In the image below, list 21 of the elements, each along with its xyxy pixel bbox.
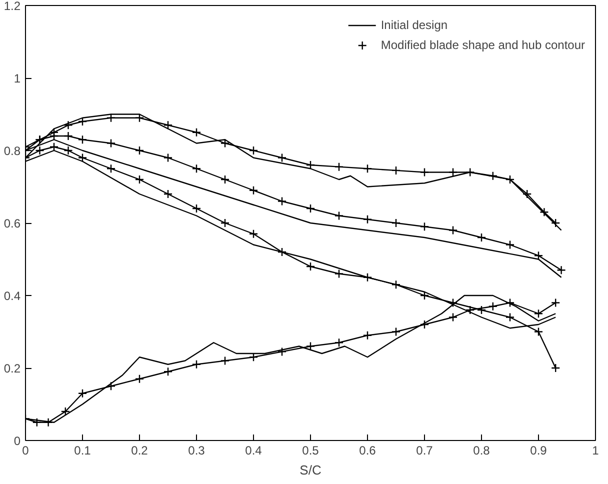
x-tick-label: 0.4	[245, 444, 262, 458]
x-tick-label: 0.2	[131, 444, 148, 458]
x-tick-label: 0.5	[302, 444, 320, 458]
x-axis-title: S/C	[300, 462, 322, 478]
x-tick-label: 0	[22, 444, 30, 458]
x-tick-label: 0.6	[359, 444, 376, 458]
y-tick-label: 0.4	[4, 289, 21, 303]
x-tick-label: 1	[592, 444, 600, 458]
y-tick-label: 0.2	[4, 362, 21, 376]
x-tick-label: 0.7	[416, 444, 434, 458]
y-tick-label: 1.2	[4, 0, 21, 13]
x-tick-label: 0.8	[473, 444, 490, 458]
y-tick-label: 0.6	[4, 216, 21, 230]
x-tick-label: 0.3	[188, 444, 206, 458]
x-tick-label: 0.9	[530, 444, 548, 458]
legend-label: Initial design	[380, 18, 448, 32]
y-tick-label: 0	[14, 434, 21, 448]
y-tick-label: 1	[14, 72, 21, 86]
x-tick-label: 0.1	[74, 444, 92, 458]
legend-label: Modified blade shape and hub contour	[380, 38, 585, 52]
y-tick-label: 0.8	[4, 144, 21, 158]
